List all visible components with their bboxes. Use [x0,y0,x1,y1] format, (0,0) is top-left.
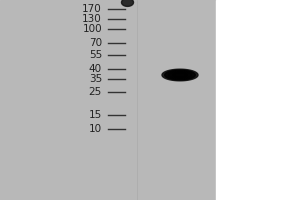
Bar [0,0,216,200]
Text: 35: 35 [89,74,102,84]
Text: 100: 100 [82,24,102,34]
Text: 170: 170 [82,4,102,14]
Text: 55: 55 [89,50,102,60]
Bar [216,0,300,200]
Text: 25: 25 [89,87,102,97]
Text: 15: 15 [89,110,102,120]
Polygon shape [165,70,195,80]
Polygon shape [168,71,192,79]
Polygon shape [122,0,134,6]
Text: 40: 40 [89,64,102,74]
Text: 10: 10 [89,124,102,134]
Text: 70: 70 [89,38,102,48]
Text: 130: 130 [82,14,102,24]
Polygon shape [173,73,187,77]
Polygon shape [162,69,198,81]
